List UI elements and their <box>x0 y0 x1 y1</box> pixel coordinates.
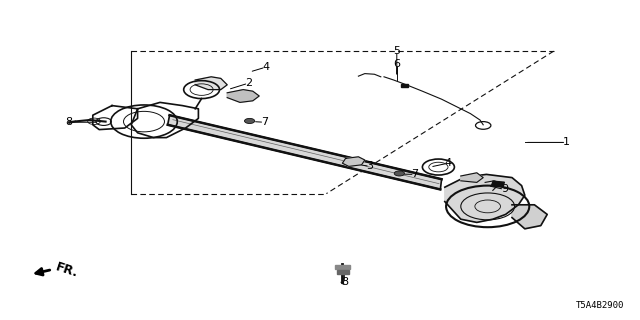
Text: 5: 5 <box>394 46 400 56</box>
Text: 8: 8 <box>340 277 348 287</box>
Text: FR.: FR. <box>54 260 81 279</box>
Polygon shape <box>512 205 547 229</box>
Text: 4: 4 <box>262 62 269 72</box>
Bar <box>335 265 350 269</box>
Text: 3: 3 <box>367 161 373 172</box>
Text: 6: 6 <box>394 59 400 69</box>
Polygon shape <box>168 115 442 189</box>
Text: 9: 9 <box>500 184 508 195</box>
Polygon shape <box>227 90 259 102</box>
Text: 4: 4 <box>444 158 452 168</box>
Bar <box>401 84 408 87</box>
Polygon shape <box>461 173 483 182</box>
Text: T5A4B2900: T5A4B2900 <box>575 301 624 310</box>
Text: 7: 7 <box>260 117 268 127</box>
Text: 8: 8 <box>65 117 73 127</box>
Text: 1: 1 <box>563 137 570 148</box>
Polygon shape <box>342 157 365 166</box>
Text: 2: 2 <box>244 78 252 88</box>
Circle shape <box>244 118 255 124</box>
Text: 7: 7 <box>411 169 419 180</box>
Circle shape <box>394 171 404 176</box>
Polygon shape <box>445 174 525 222</box>
Bar <box>492 181 504 187</box>
Polygon shape <box>195 77 227 90</box>
Bar <box>337 270 349 274</box>
